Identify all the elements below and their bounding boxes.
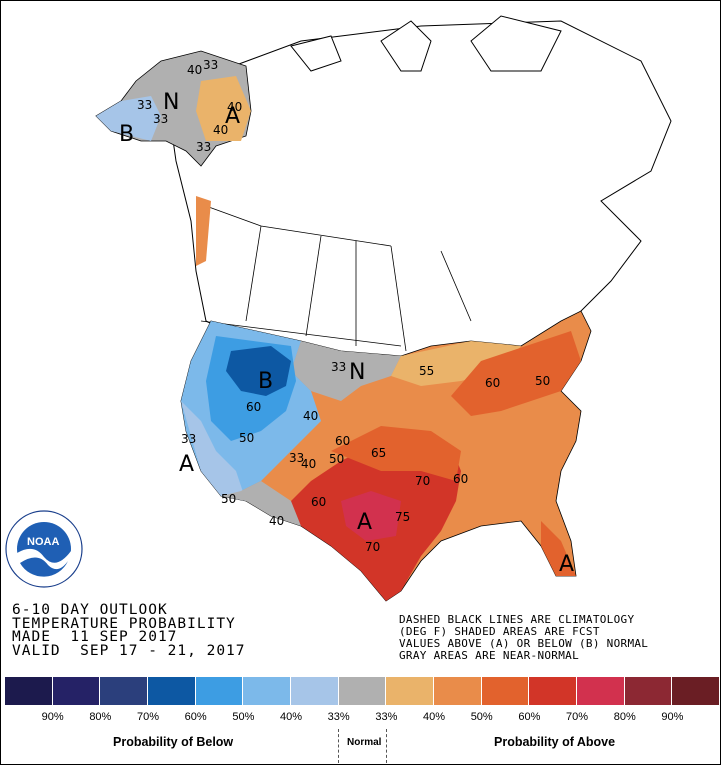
contour-label: 40 (227, 100, 242, 114)
north-america-outline (165, 15, 672, 407)
contour-label: 60 (453, 472, 468, 486)
legend-swatch (434, 677, 482, 705)
legend-percent: 40% (423, 711, 446, 723)
contour-label: 50 (329, 452, 344, 466)
label-n-alaska: N (163, 90, 179, 115)
label-n-plains: N (349, 360, 365, 385)
contour-label: 50 (221, 492, 236, 506)
legend-percent: 80% (613, 711, 636, 723)
legend-percent: 90% (41, 711, 64, 723)
legend-percent: 80% (89, 711, 112, 723)
map-labels: N B A B N A A A 33 40 33 33 33 40 40 40 … (119, 58, 574, 577)
legend-above-caption: Probability of Above (494, 735, 616, 749)
legend-normal-caption: Normal (347, 737, 382, 748)
contour-label: 50 (535, 374, 550, 388)
pacific-northwest-shading (196, 196, 211, 266)
legend-percent: 33% (375, 711, 398, 723)
legend-swatch (291, 677, 339, 705)
contour-label: 70 (365, 540, 380, 554)
legend-swatch (481, 677, 530, 705)
legend-swatch (195, 677, 244, 705)
contour-label: 40 (213, 123, 228, 137)
outlook-line: VALID SEP 17 - 21, 2017 (12, 642, 246, 659)
legend-swatch (386, 677, 435, 705)
contour-label: 55 (419, 364, 434, 378)
legend-swatch (148, 677, 196, 705)
contour-label: 40 (269, 514, 284, 528)
note-line: DASHED BLACK LINES ARE CLIMATOLOGY (399, 613, 635, 626)
contour-label: 60 (485, 376, 500, 390)
legend-below-caption: Probability of Below (113, 735, 234, 749)
label-b-alaska: B (119, 122, 134, 147)
legend-swatch (338, 677, 387, 705)
legend-swatch (577, 677, 625, 705)
contour-label: 33 (331, 360, 346, 374)
contour-label: 65 (371, 446, 386, 460)
contour-label: 60 (246, 400, 261, 414)
contour-label: 40 (187, 63, 202, 77)
legend-swatch (52, 677, 101, 705)
contour-label: 33 (203, 58, 218, 72)
legend-divider (386, 729, 387, 763)
legend-swatch (100, 677, 149, 705)
contour-label: 33 (137, 98, 152, 112)
legend-percent-labels: 90% 80% 70% 60% 50% 40% 33% 33% 40% 50% 60% 70% 80% 9… (5, 711, 720, 723)
label-a-california: A (179, 452, 194, 477)
label-a-texas: A (357, 510, 372, 535)
contour-label: 33 (196, 140, 211, 154)
map-note-block: DASHED BLACK LINES ARE CLIMATOLOGY (DEG F… (399, 614, 648, 662)
note-line: VALUES ABOVE (A) OR BELOW (B) NORMAL (399, 637, 649, 650)
legend-swatch (529, 677, 578, 705)
legend-spacer (696, 711, 720, 723)
contour-label: 60 (335, 434, 350, 448)
legend-swatch (672, 677, 720, 705)
contour-label: 33 (181, 432, 196, 446)
outlook-title-block: 6-10 DAY OUTLOOK TEMPERATURE PROBABILITY M… (12, 602, 246, 659)
alaska-shading (95, 50, 252, 167)
legend-divider (338, 729, 339, 763)
contour-label: 33 (153, 112, 168, 126)
note-line: GRAY AREAS ARE NEAR-NORMAL (399, 649, 579, 662)
outlook-line: 6-10 DAY OUTLOOK (12, 602, 168, 618)
contour-label: 50 (239, 431, 254, 445)
contour-label: 40 (301, 457, 316, 471)
legend-percent: 60% (518, 711, 541, 723)
outlook-line: TEMPERATURE PROBABILITY (12, 615, 236, 632)
label-a-alaska: A (225, 104, 240, 129)
contour-label: 33 (289, 451, 304, 465)
legend-percent: 60% (184, 711, 207, 723)
legend-percent: 70% (136, 711, 160, 723)
note-line: (DEG F) SHADED AREAS ARE FCST (399, 625, 600, 638)
legend-percent: 40% (280, 711, 303, 723)
noaa-logo: NOAA (5, 510, 83, 588)
label-a-florida: A (559, 552, 574, 577)
legend-percent: 70% (566, 711, 589, 723)
legend-percent: 50% (470, 711, 493, 723)
legend-percent: 90% (661, 711, 684, 723)
legend-spacer (5, 711, 29, 723)
legend-percent: 33% (327, 711, 350, 723)
outlook-map: N B A B N A A A 33 40 33 33 33 40 40 40 … (5, 15, 672, 602)
noaa-logo-text: NOAA (27, 536, 59, 548)
us-shading (180, 310, 592, 602)
legend-swatch (5, 677, 53, 705)
outlook-line: MADE 11 SEP 2017 (12, 629, 178, 645)
legend-percent: 50% (232, 711, 255, 723)
contour-label: 40 (303, 409, 318, 423)
legend-swatch (624, 677, 673, 705)
legend-swatch (243, 677, 292, 705)
label-b-west: B (258, 369, 273, 394)
contour-label: 75 (395, 510, 410, 524)
legend-color-bar (5, 677, 720, 705)
contour-label: 60 (311, 495, 326, 509)
contour-label: 70 (415, 474, 430, 488)
